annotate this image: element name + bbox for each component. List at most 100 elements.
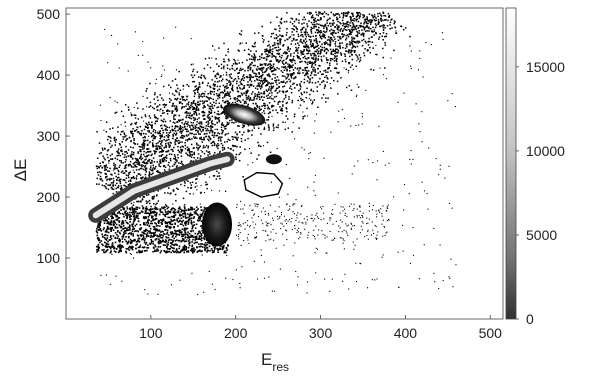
density-speck [139,149,141,151]
density-speck [281,54,283,57]
density-speck [162,85,165,88]
density-speck [348,52,350,54]
density-speck [184,99,187,102]
density-speck [101,233,103,236]
density-speck [194,210,197,212]
density-speck [186,213,189,215]
density-speck [191,124,193,127]
density-speck [380,18,382,21]
density-speck [203,206,206,209]
density-speck [262,66,265,69]
density-speck [333,31,335,34]
density-speck [169,101,171,103]
density-speck [159,208,162,211]
density-speck [338,14,341,16]
density-speck [202,74,205,77]
density-speck [288,67,291,69]
density-speck [301,93,303,96]
density-speck [212,70,215,73]
density-speck [191,128,193,131]
density-speck [184,111,187,114]
density-speck [138,237,141,240]
density-speck [166,154,168,157]
density-speck [348,11,350,14]
density-speck [154,227,156,229]
density-speck [125,229,128,232]
density-speck [138,246,141,249]
density-speck [171,231,174,233]
density-speck [208,113,210,116]
density-speck [308,38,311,41]
density-speck [172,247,174,249]
density-speck [106,219,108,222]
density-speck [213,250,215,252]
density-speck [334,49,336,52]
density-speck [200,220,203,222]
density-speck [178,251,181,254]
density-speck [217,97,219,100]
density-speck [217,73,220,76]
density-speck [336,16,338,19]
density-speck [190,63,193,66]
density-speck [167,251,169,253]
density-speck [173,157,175,160]
density-speck [125,158,127,161]
density-speck [186,220,188,223]
density-speck [301,33,303,36]
density-speck [368,13,371,15]
density-speck [107,135,110,138]
density-speck [366,18,369,21]
density-speck [216,128,219,131]
density-speck [109,223,111,226]
density-speck [227,117,229,119]
density-speck [118,224,121,226]
density-speck [192,106,195,109]
density-speck [231,144,234,147]
density-speck [161,219,164,222]
density-speck [182,164,185,166]
density-speck [189,217,191,220]
density-speck [145,122,147,125]
density-speck [361,113,363,115]
density-speck [370,68,372,71]
density-speck [310,88,313,91]
density-speck [183,184,186,187]
density-speck [295,39,297,41]
density-speck [187,154,189,157]
density-speck [199,217,201,220]
density-speck [211,120,213,122]
density-speck [149,230,151,232]
density-speck [153,93,156,96]
density-speck [277,126,279,129]
density-speck [256,85,258,87]
density-speck [199,238,202,241]
density-speck [259,87,262,90]
density-speck [186,135,188,137]
density-speck [204,249,206,252]
density-speck [149,101,152,104]
density-speck [216,121,218,124]
density-speck [130,233,133,236]
density-speck [120,250,122,253]
density-speck [137,151,139,153]
density-speck [267,83,269,85]
density-speck [286,77,288,79]
density-speck [305,61,307,64]
density-speck [366,26,369,28]
density-speck [118,176,120,179]
density-speck [187,219,190,222]
density-speck [318,19,320,22]
density-speck [204,106,206,108]
density-speck [158,235,161,238]
density-speck [188,239,191,241]
density-speck [234,131,237,134]
density-speck [419,57,421,59]
density-speck [344,26,347,28]
density-speck [102,161,104,164]
density-speck [209,86,212,89]
density-speck [213,85,216,87]
density-speck [196,241,198,244]
density-speck [187,124,189,126]
density-speck [267,50,269,53]
